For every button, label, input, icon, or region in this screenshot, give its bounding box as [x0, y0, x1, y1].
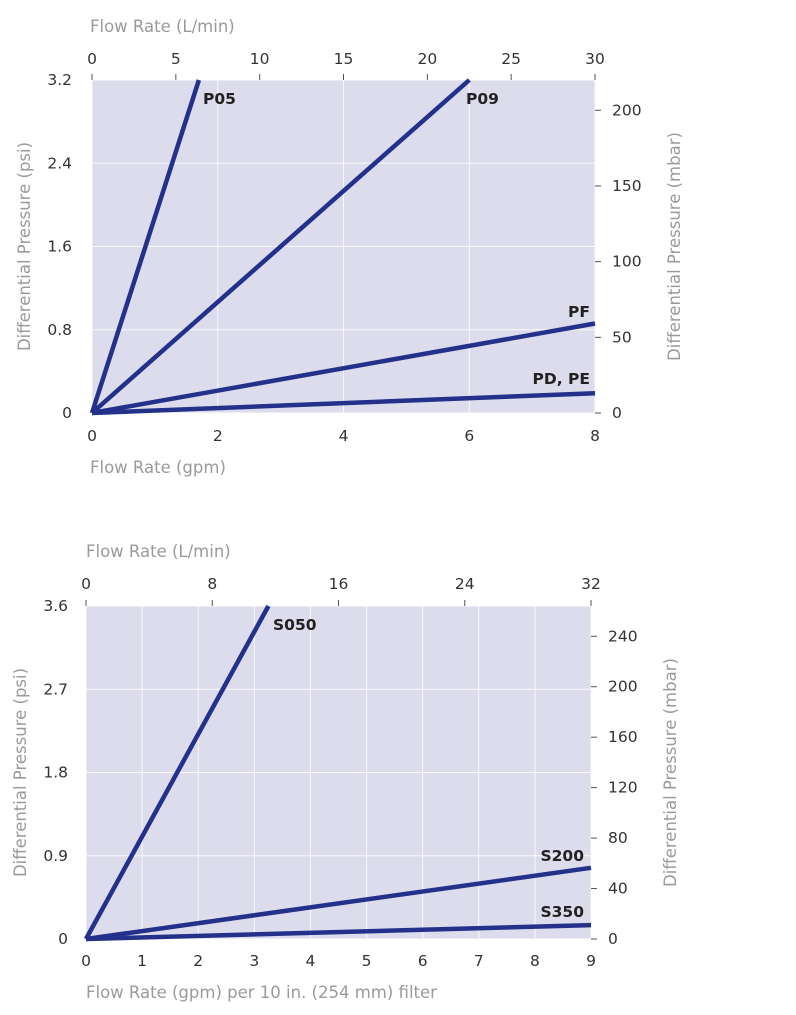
series-label: PD, PE [533, 370, 590, 388]
top-axis-tick-label: 20 [417, 50, 437, 68]
y-tick-label: 1.8 [43, 764, 68, 782]
right-axis-tick-label: 150 [612, 177, 642, 195]
series-label: S200 [540, 847, 584, 865]
top-axis-tick-label: 32 [581, 575, 601, 593]
top-axis-tick-label: 8 [207, 575, 217, 593]
x-tick-label: 8 [590, 427, 600, 445]
top-axis-tick-label: 0 [87, 50, 97, 68]
right-axis-tick-label: 200 [612, 101, 642, 119]
x-tick-label: 1 [137, 952, 147, 970]
y-tick-label: 0 [62, 404, 72, 422]
x-tick-label: 2 [193, 952, 203, 970]
y-tick-label: 2.7 [43, 680, 68, 698]
right-axis-title: Differential Pressure (mbar) [665, 132, 684, 361]
top-axis-tick-label: 5 [171, 50, 181, 68]
top-axis-tick-label: 0 [81, 575, 91, 593]
series-label: PF [568, 303, 590, 321]
series-line-s200 [85, 865, 592, 942]
right-axis-tick-label: 120 [608, 779, 638, 797]
right-axis-tick-label: 80 [608, 829, 628, 847]
series-label: P09 [466, 90, 499, 108]
chart-2: 0 1 2 3 4 5 6 7 8 900.91.82.73.60 8 16 24 32040801201… [11, 542, 680, 1002]
top-axis-tick-label: 10 [250, 50, 270, 68]
series-line-pf [91, 321, 596, 416]
series-line-p05 [89, 79, 202, 414]
top-axis-tick-label: 24 [455, 575, 475, 593]
y-axis-title: Differential Pressure (psi) [15, 142, 34, 351]
x-tick-label: 6 [464, 427, 474, 445]
right-axis-tick-label: 100 [612, 253, 642, 271]
x-tick-label: 7 [474, 952, 484, 970]
y-tick-label: 2.4 [47, 154, 72, 172]
top-axis-tick-label: 16 [329, 575, 349, 593]
series-line-p09 [90, 78, 471, 415]
right-axis-tick-label: 50 [612, 328, 632, 346]
x-tick-label: 0 [81, 952, 91, 970]
x-axis-title: Flow Rate (gpm) [90, 458, 226, 477]
top-axis-tick-label: 30 [585, 50, 605, 68]
right-axis-title: Differential Pressure (mbar) [661, 658, 680, 887]
top-axis-title: Flow Rate (L/min) [86, 542, 231, 561]
series-line-s050 [84, 604, 271, 941]
y-tick-label: 1.6 [47, 238, 72, 256]
x-tick-label: 4 [339, 427, 349, 445]
chart-1: 0 2 4 6 800.81.62.43.20 5 10 15 20 25 300501001502… [15, 17, 684, 477]
top-axis-tick-label: 15 [334, 50, 354, 68]
y-axis-title: Differential Pressure (psi) [11, 668, 30, 877]
x-tick-label: 2 [213, 427, 223, 445]
y-tick-label: 0.9 [43, 847, 68, 865]
right-axis-tick-label: 0 [612, 404, 622, 422]
x-tick-label: 0 [87, 427, 97, 445]
x-tick-label: 8 [530, 952, 540, 970]
x-tick-label: 3 [249, 952, 259, 970]
series-label: P05 [203, 90, 236, 108]
y-tick-label: 0.8 [47, 321, 72, 339]
series-line-s350 [85, 922, 592, 942]
x-axis-title: Flow Rate (gpm) per 10 in. (254 mm) filt… [86, 983, 437, 1002]
right-axis-tick-label: 200 [608, 678, 638, 696]
right-axis-tick-label: 40 [608, 880, 628, 898]
series-label: S350 [540, 903, 584, 921]
y-tick-label: 0 [58, 930, 68, 948]
top-axis-title: Flow Rate (L/min) [90, 17, 235, 36]
x-tick-label: 9 [586, 952, 596, 970]
y-tick-label: 3.2 [47, 71, 72, 89]
series-line-pd-pe [91, 390, 596, 416]
right-axis-tick-label: 0 [608, 930, 618, 948]
x-tick-label: 5 [362, 952, 372, 970]
series-label: S050 [273, 616, 317, 634]
right-axis-tick-label: 160 [608, 728, 638, 746]
y-tick-label: 3.6 [43, 597, 68, 615]
x-tick-label: 4 [306, 952, 316, 970]
x-tick-label: 6 [418, 952, 428, 970]
top-axis-tick-label: 25 [501, 50, 521, 68]
right-axis-tick-label: 240 [608, 627, 638, 645]
